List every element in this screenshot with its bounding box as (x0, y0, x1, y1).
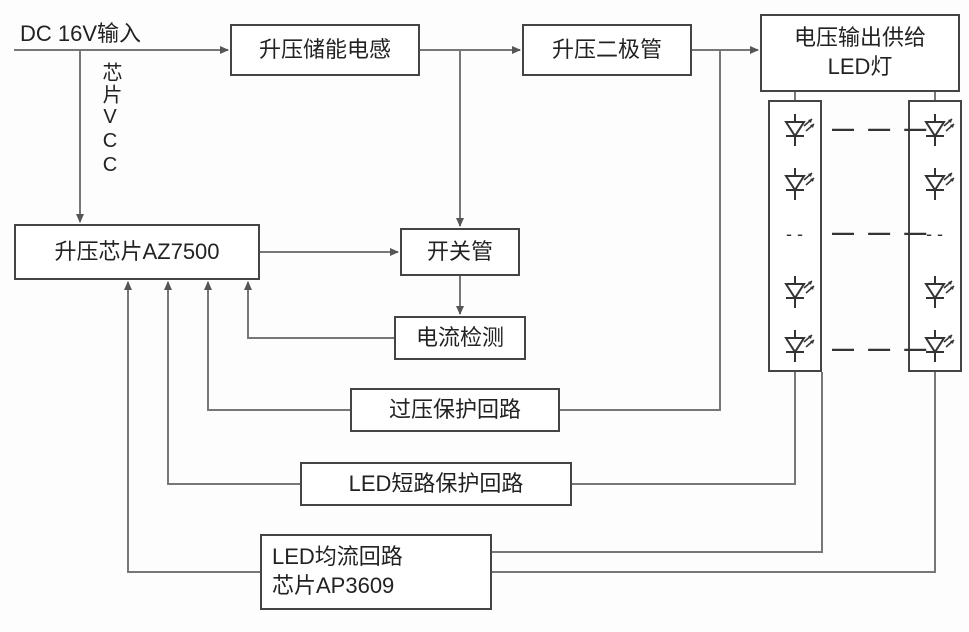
boost-diode-box: 升压二极管 (522, 24, 692, 76)
boost-chip-label: 升压芯片AZ7500 (54, 238, 219, 267)
dc-input-label: DC 16V输入 (14, 14, 174, 54)
led-dash-row-1: — — — (832, 116, 930, 142)
switch-tube-box: 开关管 (400, 228, 520, 276)
boost-inductor-label: 升压储能电感 (259, 36, 391, 65)
current-sense-box: 电流检测 (394, 316, 526, 360)
led-dash-row-3: — — — (832, 336, 930, 362)
ovp-label: 过压保护回路 (389, 396, 521, 425)
vcc-label-wrap: 芯片VCC (96, 62, 125, 184)
output-led-box: 电压输出供给 LED灯 (760, 14, 960, 92)
balance-label: LED均流回路 芯片AP3609 (272, 543, 403, 600)
balance-box: LED均流回路 芯片AP3609 (260, 534, 492, 610)
led-column-1 (768, 100, 822, 372)
short-prot-box: LED短路保护回路 (300, 462, 572, 506)
switch-tube-label: 开关管 (427, 238, 493, 267)
output-led-label: 电压输出供给 LED灯 (794, 24, 926, 81)
vcc-label: 芯片VCC (96, 62, 125, 178)
boost-inductor-box: 升压储能电感 (230, 24, 420, 76)
boost-diode-label: 升压二极管 (552, 36, 662, 65)
boost-chip-box: 升压芯片AZ7500 (14, 224, 260, 280)
short-prot-label: LED短路保护回路 (349, 470, 524, 499)
current-sense-label: 电流检测 (416, 324, 504, 353)
led-dash-row-2: — — — (832, 220, 930, 246)
ovp-box: 过压保护回路 (350, 388, 560, 432)
dc-input-text: DC 16V输入 (20, 20, 141, 49)
